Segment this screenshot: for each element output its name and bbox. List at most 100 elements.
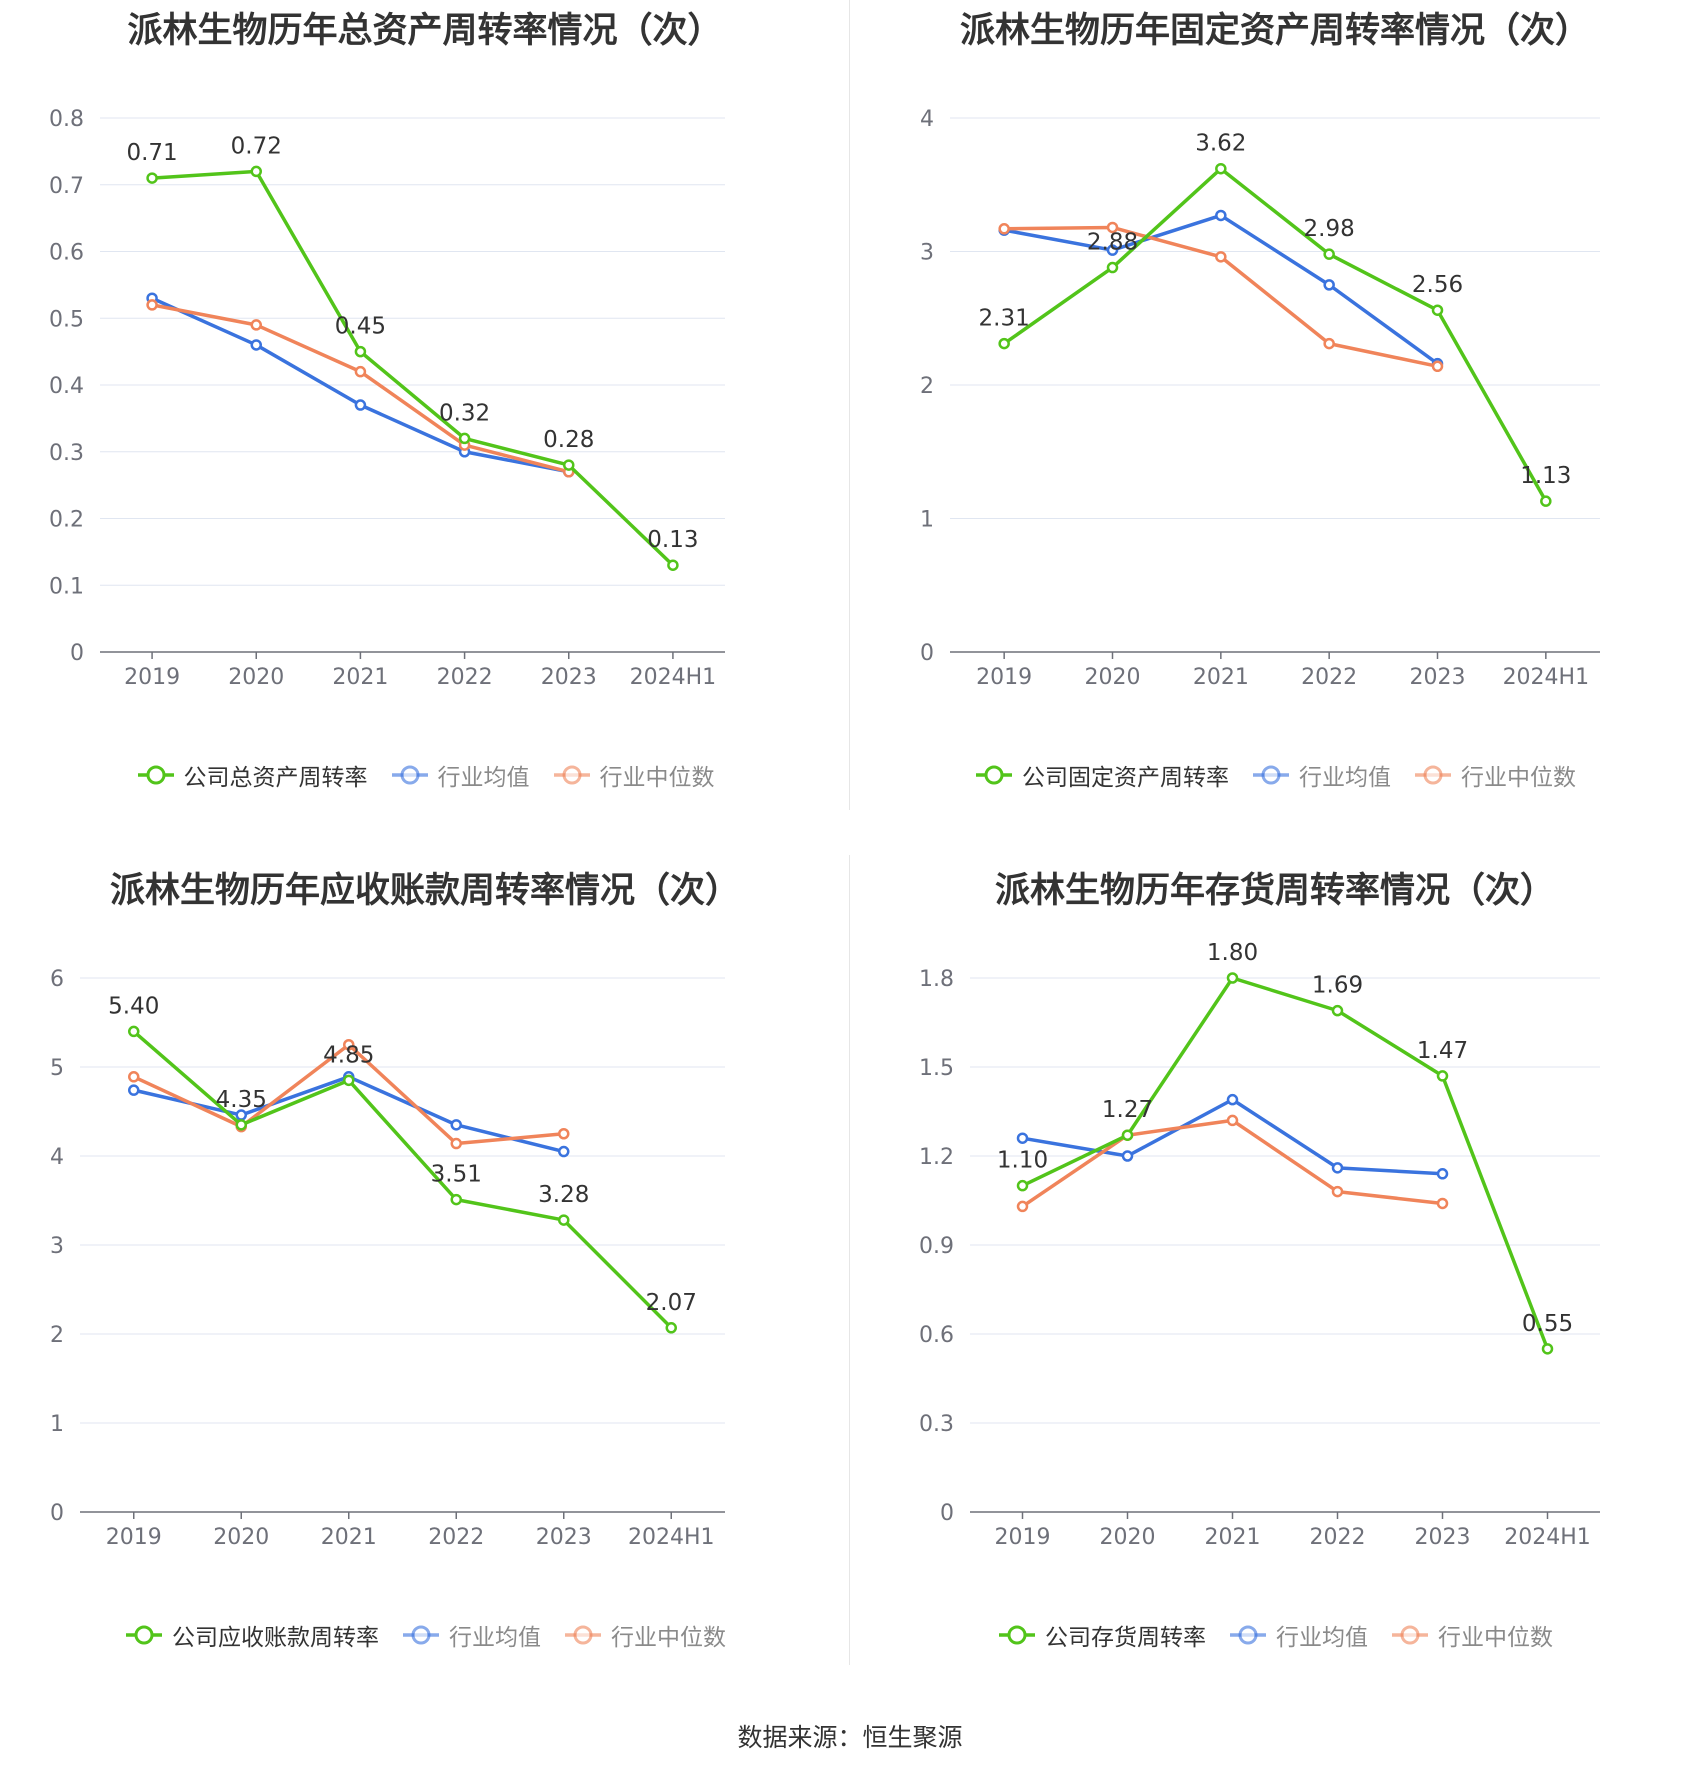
data-point-median xyxy=(250,319,262,331)
legend-label: 行业均值 xyxy=(1299,765,1391,791)
legend-item-avg[interactable]: 行业均值 xyxy=(401,1618,541,1652)
data-point-company xyxy=(1540,495,1552,507)
legend-label: 行业中位数 xyxy=(1461,765,1576,791)
data-point-avg xyxy=(1215,209,1227,222)
legend-line-circle-icon xyxy=(1253,765,1289,785)
y-tick-label: 5 xyxy=(50,1056,64,1081)
legend-item-median[interactable]: 行业中位数 xyxy=(1390,1618,1553,1652)
data-label: 4.35 xyxy=(216,1087,267,1113)
x-tick-label: 2024H1 xyxy=(630,665,717,690)
x-tick-label: 2021 xyxy=(1193,665,1249,690)
y-tick-label: 1 xyxy=(920,508,934,533)
legend-line-circle-icon xyxy=(565,1625,601,1645)
data-label: 1.80 xyxy=(1207,940,1258,966)
data-point-company xyxy=(1431,304,1444,316)
x-tick-label: 2019 xyxy=(124,665,180,690)
data-label: 2.07 xyxy=(646,1290,697,1316)
x-tick-label: 2020 xyxy=(213,1525,269,1550)
legend-line-circle-icon xyxy=(976,765,1012,785)
data-point-company xyxy=(1541,1343,1554,1355)
data-label: 1.13 xyxy=(1520,463,1571,489)
y-tick-label: 0 xyxy=(50,1501,64,1526)
x-tick-label: 2022 xyxy=(428,1525,484,1550)
x-tick-label: 2019 xyxy=(995,1525,1051,1550)
x-tick-label: 2023 xyxy=(1410,665,1466,690)
data-point-median xyxy=(450,1137,462,1150)
legend-label: 公司应收账款周转率 xyxy=(172,1625,379,1651)
legend-label: 公司固定资产周转率 xyxy=(1022,765,1229,791)
x-tick-label: 2019 xyxy=(106,1525,162,1550)
y-tick-label: 0 xyxy=(70,641,84,666)
legend-item-avg[interactable]: 行业均值 xyxy=(1251,758,1391,792)
legend: 公司固定资产周转率 行业均值 行业中位数 xyxy=(850,758,1700,792)
legend-item-median[interactable]: 行业中位数 xyxy=(563,1618,726,1652)
data-point-company xyxy=(343,1074,355,1087)
legend-item-avg[interactable]: 行业均值 xyxy=(1228,1618,1368,1652)
legend-line-circle-icon xyxy=(137,765,174,785)
y-tick-label: 4 xyxy=(50,1145,64,1170)
y-tick-label: 0 xyxy=(940,1501,954,1526)
data-point-company xyxy=(1121,1129,1134,1141)
legend-item-company[interactable]: 公司存货周转率 xyxy=(997,1618,1206,1652)
legend-label: 公司总资产周转率 xyxy=(183,765,368,791)
legend-line-circle-icon xyxy=(403,1625,439,1645)
data-label: 2.88 xyxy=(1087,230,1138,256)
legend-item-company[interactable]: 公司应收账款周转率 xyxy=(124,1618,379,1652)
data-point-avg xyxy=(128,1084,140,1096)
data-point-company xyxy=(667,559,679,571)
y-tick-label: 0.3 xyxy=(919,1412,954,1437)
data-label: 3.28 xyxy=(538,1182,589,1208)
y-tick-label: 1.2 xyxy=(919,1145,954,1170)
legend-line-circle-icon xyxy=(1415,765,1451,785)
chart-total-asset-turnover: 派林生物历年总资产周转率情况（次） 0 0.1 0.2 0.3 0.4 0.5 0.6 0.7… xyxy=(0,0,850,815)
y-tick-label: 6 xyxy=(50,967,64,992)
data-label: 0.55 xyxy=(1522,1311,1573,1337)
data-source-footer: 数据来源：恒生聚源 xyxy=(737,1723,963,1752)
y-tick-label: 3 xyxy=(920,241,934,266)
x-tick-label: 2024H1 xyxy=(1503,665,1590,690)
data-point-median xyxy=(1431,360,1444,373)
data-point-company xyxy=(235,1119,247,1131)
y-tick-label: 3 xyxy=(50,1234,64,1259)
y-tick-label: 0.9 xyxy=(919,1234,954,1259)
plot-area: 0 1 2 3 4 5 6 2019 2020 2021 2022 2023 2024H1 5.40 4.3… xyxy=(50,967,725,1550)
plot-area: 0 0.1 0.2 0.3 0.4 0.5 0.6 0.7 0.8 2019 2020 2021 202… xyxy=(49,107,725,690)
data-point-company xyxy=(998,337,1010,350)
data-point-avg xyxy=(1226,1093,1239,1106)
data-label: 2.31 xyxy=(979,306,1030,332)
chart-title: 派林生物历年存货周转率情况（次） xyxy=(994,871,1555,911)
legend-label: 公司存货周转率 xyxy=(1045,1625,1206,1651)
data-point-median xyxy=(1215,251,1227,263)
legend-line-circle-icon xyxy=(126,1625,162,1645)
data-point-avg xyxy=(1121,1150,1134,1162)
legend-item-median[interactable]: 行业中位数 xyxy=(1413,758,1576,792)
legend-item-median[interactable]: 行业中位数 xyxy=(552,758,715,792)
data-point-company xyxy=(354,345,367,358)
legend-item-company[interactable]: 公司总资产周转率 xyxy=(136,758,368,792)
data-label: 0.28 xyxy=(543,427,594,453)
y-tick-label: 0.6 xyxy=(49,241,84,266)
data-label: 5.40 xyxy=(108,993,159,1019)
legend-item-company[interactable]: 公司固定资产周转率 xyxy=(974,758,1229,792)
data-label: 1.47 xyxy=(1417,1038,1468,1064)
data-label: 0.71 xyxy=(126,140,177,166)
y-tick-label: 0.3 xyxy=(49,441,84,466)
legend: 公司总资产周转率 行业均值 行业中位数 xyxy=(0,758,850,792)
x-tick-label: 2022 xyxy=(437,665,493,690)
data-label: 0.72 xyxy=(231,133,282,159)
y-tick-label: 1 xyxy=(50,1412,64,1437)
data-point-median xyxy=(354,365,367,378)
legend-item-avg[interactable]: 行业均值 xyxy=(390,758,530,792)
legend-label: 行业均值 xyxy=(1276,1625,1368,1651)
data-point-median xyxy=(1436,1197,1449,1210)
data-label: 4.85 xyxy=(323,1042,374,1068)
data-label: 0.45 xyxy=(335,314,386,340)
data-point-median xyxy=(1016,1200,1029,1213)
legend-line-circle-icon xyxy=(999,1625,1035,1645)
data-point-company xyxy=(665,1322,677,1334)
data-point-avg xyxy=(1016,1132,1029,1144)
x-tick-label: 2023 xyxy=(536,1525,592,1550)
x-tick-label: 2023 xyxy=(1415,1525,1471,1550)
y-tick-label: 0.8 xyxy=(49,107,84,132)
data-point-company xyxy=(458,432,471,445)
